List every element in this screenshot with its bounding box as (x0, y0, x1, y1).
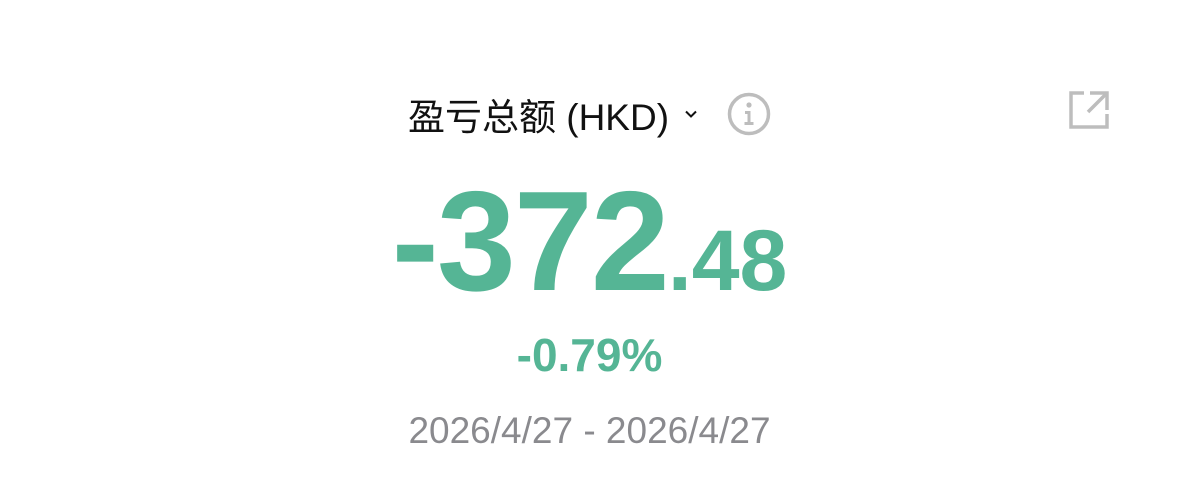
chevron-down-icon[interactable] (683, 106, 699, 122)
info-icon[interactable] (727, 92, 771, 136)
date-range: 2026/4/27 - 2026/4/27 (408, 410, 771, 451)
profit-loss-value: -372.48 (0, 160, 1179, 324)
metric-selector[interactable]: 盈亏总额 (HKD) (0, 86, 1179, 142)
value-integer: -372 (391, 162, 670, 321)
external-link-icon[interactable] (1068, 90, 1110, 130)
metric-title[interactable]: 盈亏总额 (HKD) (407, 97, 670, 138)
value-decimal: .48 (667, 213, 788, 309)
profit-loss-percent: -0.79% (516, 329, 663, 381)
